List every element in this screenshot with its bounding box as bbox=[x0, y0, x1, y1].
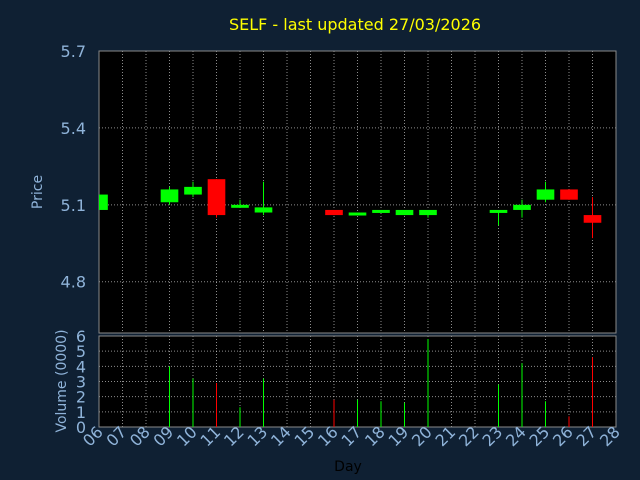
chart-title: SELF - last updated 27/03/2026 bbox=[229, 15, 481, 34]
volume-tick-label: 3 bbox=[76, 373, 86, 392]
price-axis-label: Price bbox=[30, 175, 46, 209]
volume-tick-label: 2 bbox=[76, 388, 86, 407]
candle-body bbox=[160, 189, 179, 203]
candle-body bbox=[372, 209, 390, 213]
candle-body bbox=[254, 207, 273, 213]
candle-body bbox=[560, 189, 578, 200]
candle-body bbox=[419, 209, 437, 216]
day-axis-label: Day bbox=[334, 459, 362, 475]
candle-body bbox=[184, 186, 202, 195]
candle-body bbox=[489, 209, 508, 213]
candle-body bbox=[583, 215, 602, 223]
candle-body bbox=[325, 209, 343, 216]
price-plot-border bbox=[98, 50, 617, 334]
candle-body bbox=[536, 189, 555, 200]
price-tick-label: 4.8 bbox=[61, 273, 86, 292]
price-tick-label: 5.1 bbox=[61, 196, 86, 215]
candles-group bbox=[99, 179, 602, 239]
volume-axis-label: Volume (0000) bbox=[54, 329, 70, 432]
candle-body bbox=[231, 204, 249, 208]
volume-tick-label: 5 bbox=[76, 342, 86, 361]
volume-tick-label: 0 bbox=[76, 418, 86, 437]
volume-tick-label: 4 bbox=[76, 357, 86, 376]
price-tick-label: 5.4 bbox=[61, 119, 86, 138]
candle-body bbox=[395, 209, 414, 216]
price-tick-label: 5.7 bbox=[61, 42, 86, 61]
volume-panel: 6543210060708091011121314151617181920212… bbox=[76, 327, 624, 450]
candle-body bbox=[207, 179, 226, 216]
price-panel: 5.7 5.4 5.1 4.8 bbox=[61, 42, 617, 334]
candle-body bbox=[348, 212, 367, 216]
candle-body bbox=[513, 204, 531, 210]
volume-tick-label: 1 bbox=[76, 403, 86, 422]
volume-tick-label: 6 bbox=[76, 327, 86, 346]
candle-body bbox=[99, 194, 108, 210]
